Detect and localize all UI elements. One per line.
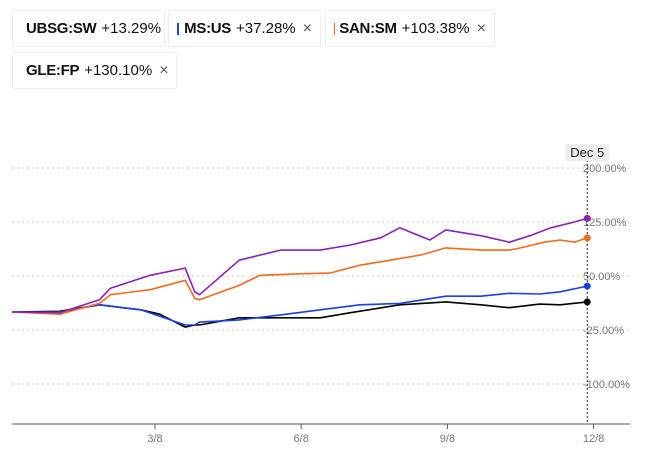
legend-change: +130.10% — [84, 62, 153, 79]
legend-change: +103.38% — [401, 20, 470, 37]
x-tick-label: 12/8 — [583, 433, 604, 445]
remove-icon[interactable]: × — [159, 61, 169, 79]
crosshair-label-bg — [565, 144, 610, 161]
crosshair-date-label: Dec 5 — [570, 145, 604, 160]
x-tick-label: 9/8 — [440, 433, 455, 445]
legend-ticker: SAN:SM — [339, 20, 397, 37]
remove-icon[interactable]: × — [302, 19, 312, 37]
legend-change: +37.28% — [236, 20, 296, 37]
y-tick-label: 50.00% — [583, 271, 621, 283]
legend-ticker: MS:US — [184, 20, 232, 37]
legend-item-ms-us[interactable]: MS:US +37.28% × — [168, 10, 321, 47]
y-tick-label: 125.00% — [583, 217, 627, 229]
x-tick-label: 6/8 — [294, 433, 309, 445]
series-line-ms-us — [12, 285, 588, 326]
series-line-san-sm — [11, 237, 588, 316]
y-tick-label: 200.00% — [583, 163, 627, 175]
remove-icon[interactable]: × — [476, 19, 486, 37]
legend-item-gle-fp[interactable]: GLE:FP +130.10% × — [12, 52, 177, 89]
series-line-gle-fp — [11, 217, 588, 314]
series-end-marker — [583, 298, 591, 306]
legend-swatch — [177, 22, 180, 35]
x-tick-label: 3/8 — [147, 433, 162, 445]
series-end-marker — [583, 282, 591, 290]
y-tick-label: -25.00% — [583, 325, 624, 337]
series-end-marker — [583, 234, 591, 242]
legend-change: +13.29% — [101, 20, 162, 37]
legend-item-ubsg-sw[interactable]: UBSG:SW +13.29% — [12, 10, 165, 47]
y-tick-label: -100.00% — [583, 379, 630, 391]
series-end-marker — [583, 214, 591, 222]
legend-ticker: UBSG:SW — [26, 20, 97, 37]
legend-item-san-sm[interactable]: SAN:SM +103.38% × — [325, 10, 495, 47]
legend-ticker: GLE:FP — [26, 62, 80, 79]
